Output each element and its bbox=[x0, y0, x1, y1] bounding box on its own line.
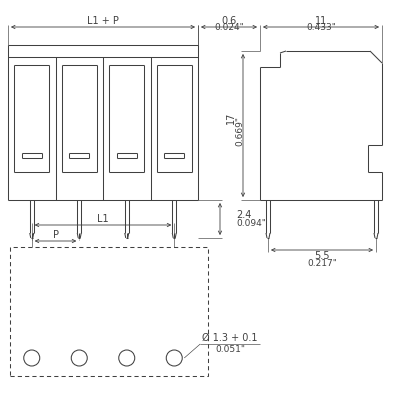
Text: 2.4: 2.4 bbox=[236, 210, 251, 220]
Text: 11: 11 bbox=[315, 16, 327, 26]
Text: L1 + P: L1 + P bbox=[87, 16, 119, 26]
Text: 0.051": 0.051" bbox=[215, 344, 245, 354]
Text: 17: 17 bbox=[226, 111, 236, 124]
Text: 5.5: 5.5 bbox=[314, 251, 330, 261]
Bar bbox=[10, 247, 208, 376]
Text: 0.217": 0.217" bbox=[307, 260, 337, 268]
Text: L1: L1 bbox=[97, 214, 109, 224]
Text: P: P bbox=[53, 230, 58, 240]
Text: Ø 1.3 + 0.1: Ø 1.3 + 0.1 bbox=[203, 333, 258, 343]
Text: 0.433": 0.433" bbox=[306, 24, 336, 32]
Text: 0.669": 0.669" bbox=[235, 116, 245, 146]
Text: 0.094": 0.094" bbox=[236, 220, 266, 228]
Text: 0.6: 0.6 bbox=[221, 16, 237, 26]
Text: 0.024": 0.024" bbox=[214, 24, 244, 32]
